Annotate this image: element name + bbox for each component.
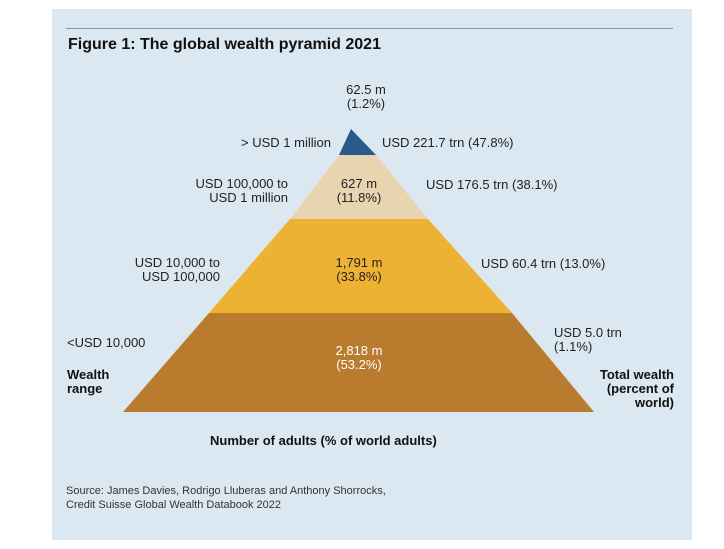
tier-third-adults-label: 1,791 m (33.8%) bbox=[335, 255, 383, 284]
number-of-adults-axis-label: Number of adults (% of world adults) bbox=[210, 433, 437, 448]
tier-top-shape bbox=[339, 129, 376, 155]
title-rule bbox=[66, 28, 673, 29]
total-wealth-axis-label: Total wealth (percent of world) bbox=[599, 367, 674, 410]
tier-top-range-label: > USD 1 million bbox=[241, 135, 331, 150]
tier-base-shape bbox=[123, 313, 594, 412]
tier-third-range-label: USD 10,000 to USD 100,000 bbox=[134, 255, 220, 284]
wealth-range-axis-label: Wealth range bbox=[67, 367, 110, 396]
tier-base-range-label: <USD 10,000 bbox=[67, 335, 146, 350]
tier-third-shape bbox=[209, 219, 512, 313]
source-line-2: Credit Suisse Global Wealth Databook 202… bbox=[66, 499, 282, 511]
tier-top-wealth-label: USD 221.7 trn (47.8%) bbox=[382, 135, 514, 150]
tier-second-shape bbox=[290, 155, 428, 219]
tier-third-wealth-label: USD 60.4 trn (13.0%) bbox=[481, 256, 606, 271]
tier-top-adults-label: 62.5 m (1.2%) bbox=[346, 82, 386, 111]
figure-title: Figure 1: The global wealth pyramid 2021 bbox=[68, 36, 381, 53]
tier-second-adults-label: 627 m (11.8%) bbox=[336, 176, 382, 205]
tier-second-wealth-label: USD 176.5 trn (38.1%) bbox=[426, 177, 558, 192]
tier-base-wealth-label: USD 5.0 trn (1.1%) bbox=[554, 325, 622, 354]
source-line-1: Source: James Davies, Rodrigo Lluberas a… bbox=[66, 485, 386, 497]
tier-base-adults-label: 2,818 m (53.2%) bbox=[335, 343, 383, 372]
tier-second-range-label: USD 100,000 to USD 1 million bbox=[195, 176, 288, 205]
